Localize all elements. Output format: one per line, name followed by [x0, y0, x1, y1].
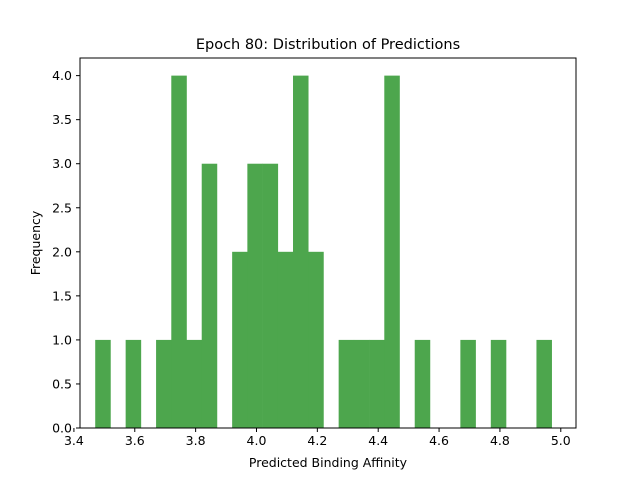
histogram-bar [186, 339, 203, 428]
y-axis-ticks: 0.0 0.5 1.0 1.5 2.0 2.5 3.0 3.5 4.0 [52, 68, 80, 436]
histogram-bar [384, 75, 400, 428]
x-tick-label: 4.4 [368, 433, 388, 448]
y-tick-label: 1.0 [52, 332, 72, 347]
histogram-bar [460, 339, 476, 428]
chart-title: Epoch 80: Distribution of Predictions [196, 37, 460, 53]
y-tick-label: 3.0 [52, 156, 72, 171]
y-tick-label: 3.5 [52, 112, 72, 127]
x-tick-label: 5.0 [551, 433, 571, 448]
histogram-bar [369, 339, 385, 428]
histogram-bar [201, 163, 218, 428]
histogram-bar [247, 163, 263, 428]
histogram-bar [262, 163, 279, 428]
histogram-bar [95, 339, 111, 428]
histogram-bar [536, 339, 552, 428]
histogram-bar [338, 339, 355, 428]
y-tick-label: 2.5 [52, 200, 72, 215]
x-tick-label: 3.6 [125, 433, 145, 448]
histogram-bar [353, 339, 370, 428]
histogram-bar [156, 339, 172, 428]
histogram-bar [293, 75, 309, 428]
histogram-bar [232, 251, 248, 428]
x-tick-label: 4.2 [307, 433, 327, 448]
x-axis-ticks: 3.4 3.6 3.8 4.0 4.2 4.4 4.6 4.8 5.0 [64, 428, 571, 448]
histogram-bars [95, 75, 552, 428]
y-tick-label: 0.5 [52, 376, 72, 391]
histogram-bar [490, 339, 507, 428]
x-tick-label: 4.0 [247, 433, 267, 448]
y-tick-label: 1.5 [52, 288, 72, 303]
y-tick-label: 4.0 [52, 68, 72, 83]
histogram-bar [414, 339, 431, 428]
histogram-bar [277, 251, 294, 428]
x-tick-label: 3.4 [64, 433, 84, 448]
plot-frame [79, 57, 577, 429]
x-axis-label: Predicted Binding Affinity [249, 455, 408, 470]
histogram-bar [125, 339, 142, 428]
y-tick-label: 2.0 [52, 244, 72, 259]
x-tick-label: 4.6 [429, 433, 449, 448]
y-axis-label: Frequency [28, 210, 43, 275]
y-tick-label: 0.0 [52, 421, 72, 436]
x-tick-label: 4.8 [490, 433, 510, 448]
x-tick-label: 3.8 [186, 433, 206, 448]
histogram-bar [308, 251, 324, 428]
histogram-bar [171, 75, 187, 428]
